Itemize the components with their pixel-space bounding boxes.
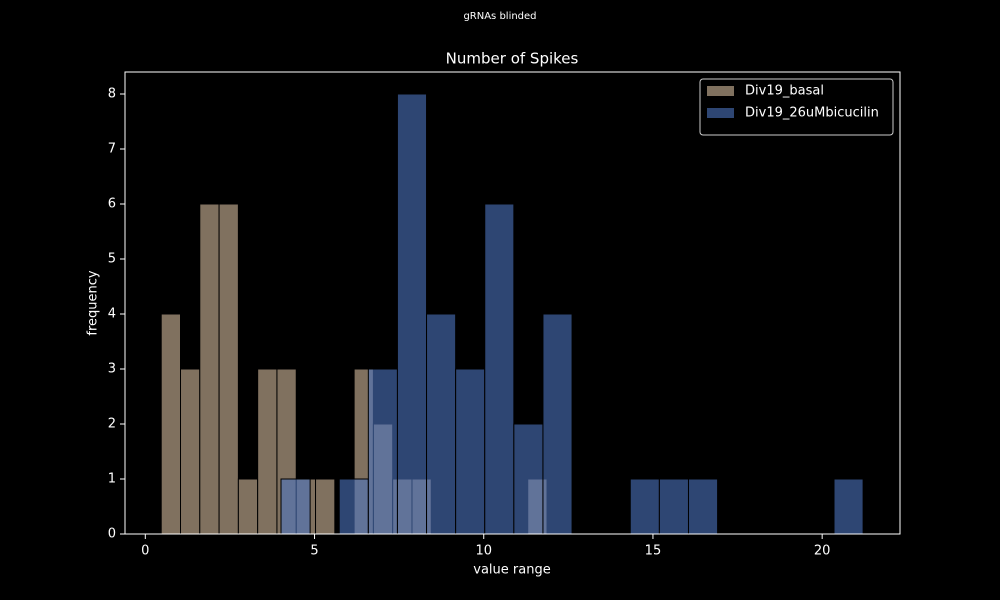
- histogram-bar: [687, 478, 719, 535]
- histogram-bar: [629, 478, 660, 535]
- x-tick-label: 20: [814, 544, 831, 559]
- suptitle: gRNAs blinded: [463, 11, 536, 22]
- y-tick-label: 2: [108, 417, 116, 432]
- histogram-bar: [455, 368, 486, 535]
- histogram-bar: [367, 368, 398, 535]
- x-tick-label: 15: [645, 544, 662, 559]
- legend-swatch: [707, 108, 734, 118]
- histogram-bar: [833, 478, 864, 535]
- y-tick-label: 3: [108, 362, 116, 377]
- histogram-bar: [338, 478, 369, 535]
- y-tick-label: 6: [108, 197, 116, 212]
- legend-box: [699, 78, 894, 136]
- histogram-bar: [218, 203, 239, 535]
- y-tick-label: 8: [108, 87, 116, 102]
- chart-title: Number of Spikes: [446, 50, 579, 68]
- histogram-bar: [658, 478, 689, 535]
- plot-frame: [124, 71, 901, 535]
- legend-label: Div19_basal: [745, 84, 824, 99]
- y-tick-label: 4: [108, 307, 116, 322]
- histogram-bar: [257, 368, 278, 535]
- x-axis-label: value range: [473, 563, 550, 578]
- histogram-bar: [160, 313, 182, 535]
- x-tick-label: 10: [475, 544, 492, 559]
- histogram-bar: [426, 313, 457, 535]
- legend-swatch: [707, 86, 734, 96]
- histogram-bar: [237, 478, 259, 535]
- y-tick-label: 5: [108, 252, 116, 267]
- y-tick-label: 0: [108, 527, 116, 542]
- y-tick-label: 7: [108, 142, 116, 157]
- x-tick-label: 0: [141, 544, 149, 559]
- legend-label: Div19_26uMbicucilin: [745, 106, 879, 121]
- histogram-bar: [396, 93, 428, 535]
- histogram-bar: [542, 313, 573, 535]
- histogram-bar: [484, 203, 515, 535]
- histogram-bar: [199, 203, 220, 535]
- histogram-bar: [315, 478, 336, 535]
- histogram-bar: [513, 423, 544, 535]
- x-tick-label: 5: [310, 544, 318, 559]
- histogram-bar: [180, 368, 201, 535]
- histogram-bar: [280, 478, 311, 535]
- y-axis-label: frequency: [86, 270, 101, 336]
- y-tick-label: 1: [108, 472, 116, 487]
